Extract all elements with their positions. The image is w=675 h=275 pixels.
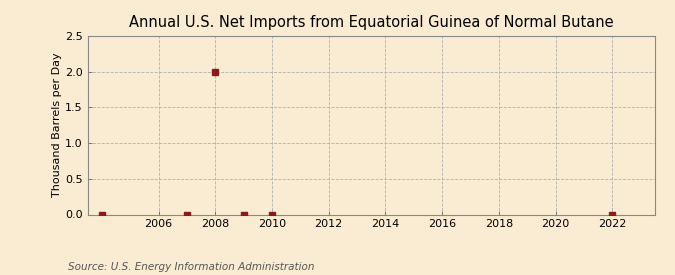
Title: Annual U.S. Net Imports from Equatorial Guinea of Normal Butane: Annual U.S. Net Imports from Equatorial … (129, 15, 614, 31)
Text: Source: U.S. Energy Information Administration: Source: U.S. Energy Information Administ… (68, 262, 314, 272)
Y-axis label: Thousand Barrels per Day: Thousand Barrels per Day (53, 53, 62, 197)
